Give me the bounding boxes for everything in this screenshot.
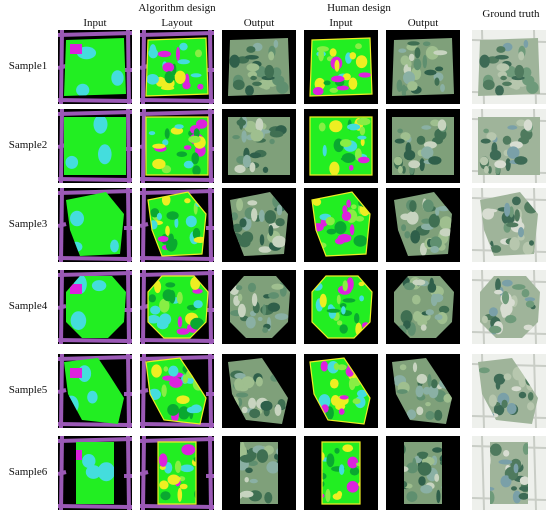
row-label-3: Sample3: [8, 218, 48, 230]
sample5-algorithm-layout-image: [140, 354, 214, 428]
sample2-human-output-image: [386, 109, 460, 183]
sample3-algorithm-output-image: [222, 188, 296, 262]
sample2-ground-truth-image: [472, 109, 546, 183]
sample1-algorithm-layout-image: [140, 30, 214, 104]
sample1-algorithm-output-image: [222, 30, 296, 104]
sample6-ground-truth-image: [472, 436, 546, 510]
sample6-human-output-image: [386, 436, 460, 510]
sample2-algorithm-input-image: [58, 109, 132, 183]
sample3-algorithm-layout-image: [140, 188, 214, 262]
row-label-6: Sample6: [8, 466, 48, 478]
sample6-human-input-image: [304, 436, 378, 510]
column-header-human-output: Output: [407, 17, 439, 29]
sample5-algorithm-output-image: [222, 354, 296, 428]
sample4-human-input-image: [304, 270, 378, 344]
sample5-human-input-image: [304, 354, 378, 428]
sample5-human-output-image: [386, 354, 460, 428]
row-label-4: Sample4: [8, 300, 48, 312]
sample6-algorithm-output-image: [222, 436, 296, 510]
row-label-1: Sample1: [8, 60, 48, 72]
sample4-algorithm-input-image: [58, 270, 132, 344]
sample5-algorithm-input-image: [58, 354, 132, 428]
sample3-ground-truth-image: [472, 188, 546, 262]
column-header-human-input: Input: [329, 17, 353, 29]
sample2-algorithm-output-image: [222, 109, 296, 183]
sample2-human-input-image: [304, 109, 378, 183]
sample5-ground-truth-image: [472, 354, 546, 428]
sample1-human-input-image: [304, 30, 378, 104]
sample2-algorithm-layout-image: [140, 109, 214, 183]
sample4-human-output-image: [386, 270, 460, 344]
column-header-output: Output: [243, 17, 275, 29]
column-group-human-design: Human design: [327, 2, 391, 14]
row-label-5: Sample5: [8, 384, 48, 396]
column-header-input: Input: [83, 17, 107, 29]
column-header-ground-truth: Ground truth: [482, 8, 540, 20]
sample3-human-output-image: [386, 188, 460, 262]
sample4-ground-truth-image: [472, 270, 546, 344]
sample3-human-input-image: [304, 188, 378, 262]
column-header-layout: Layout: [161, 17, 193, 29]
sample6-algorithm-layout-image: [140, 436, 214, 510]
sample3-algorithm-input-image: [58, 188, 132, 262]
row-label-2: Sample2: [8, 139, 48, 151]
sample1-algorithm-input-image: [58, 30, 132, 104]
column-group-algorithm-design: Algorithm design: [138, 2, 216, 14]
sample4-algorithm-output-image: [222, 270, 296, 344]
sample6-algorithm-input-image: [58, 436, 132, 510]
sample4-algorithm-layout-image: [140, 270, 214, 344]
sample1-human-output-image: [386, 30, 460, 104]
sample1-ground-truth-image: [472, 30, 546, 104]
